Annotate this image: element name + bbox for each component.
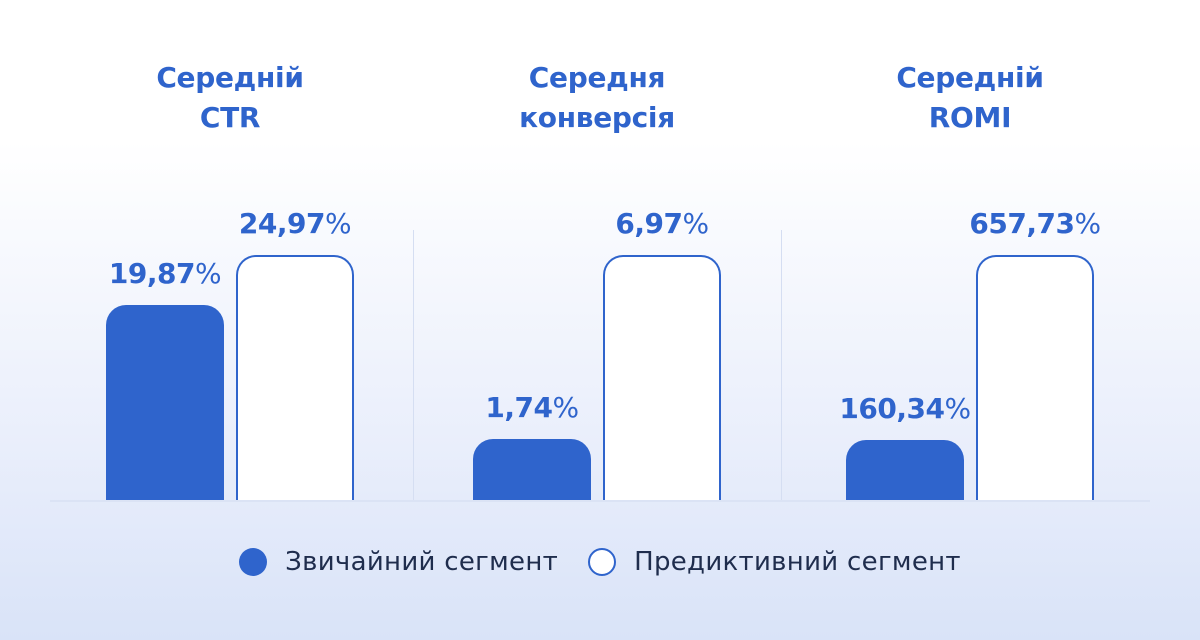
data-label-value: 6,97	[615, 207, 683, 240]
data-label-unit: %	[324, 207, 352, 240]
group-title-line: конверсія	[519, 101, 675, 134]
bar-regular	[846, 440, 964, 500]
group-title-line: Середній	[896, 61, 1044, 94]
group-title: Середня конверсія	[447, 58, 747, 138]
bar-predictive	[976, 255, 1094, 500]
data-label-unit: %	[682, 207, 709, 240]
bar-regular	[473, 438, 591, 500]
data-label-value: 160,34	[839, 392, 945, 426]
legend-label-regular: Звичайний сегмент	[285, 547, 559, 577]
group-divider	[413, 230, 414, 500]
data-label-unit: %	[194, 257, 222, 291]
legend-label-predictive: Предиктивний сегмент	[634, 547, 961, 577]
data-label-value: 19,87	[108, 257, 196, 291]
data-label-predictive: 6,97%	[532, 207, 792, 240]
group-title-line: CTR	[199, 101, 261, 134]
data-label-value: 1,74	[485, 390, 553, 424]
data-label-regular: 1,74%	[402, 391, 662, 424]
data-label-predictive: 24,97%	[165, 207, 425, 240]
data-label-value: 24,97	[238, 207, 326, 240]
data-label-regular: 160,34%	[775, 392, 1035, 425]
bar-regular	[106, 305, 224, 500]
group-title-line: ROMI	[928, 101, 1012, 134]
data-label-unit: %	[944, 392, 971, 426]
legend-item-predictive: Предиктивний сегмент	[588, 547, 961, 577]
data-label-value: 657,73	[969, 207, 1075, 240]
data-label-unit: %	[1074, 207, 1101, 240]
data-label-unit: %	[552, 390, 579, 424]
bar-predictive	[236, 255, 354, 500]
group-divider	[781, 230, 782, 500]
bar-predictive	[603, 255, 721, 500]
data-label-predictive: 657,73%	[905, 207, 1165, 240]
legend-swatch-predictive	[588, 548, 617, 576]
legend-item-regular: Звичайний сегмент	[239, 547, 558, 577]
legend-swatch-regular	[239, 548, 268, 576]
group-title: Середній CTR	[80, 58, 380, 138]
data-label-regular: 19,87%	[35, 257, 295, 290]
chart-baseline	[50, 500, 1150, 502]
legend: Звичайний сегмент Предиктивний сегмент	[0, 540, 1200, 584]
group-title-line: Середня	[528, 61, 666, 94]
group-title-line: Середній	[156, 61, 304, 94]
group-title: Середній ROMI	[820, 58, 1120, 138]
